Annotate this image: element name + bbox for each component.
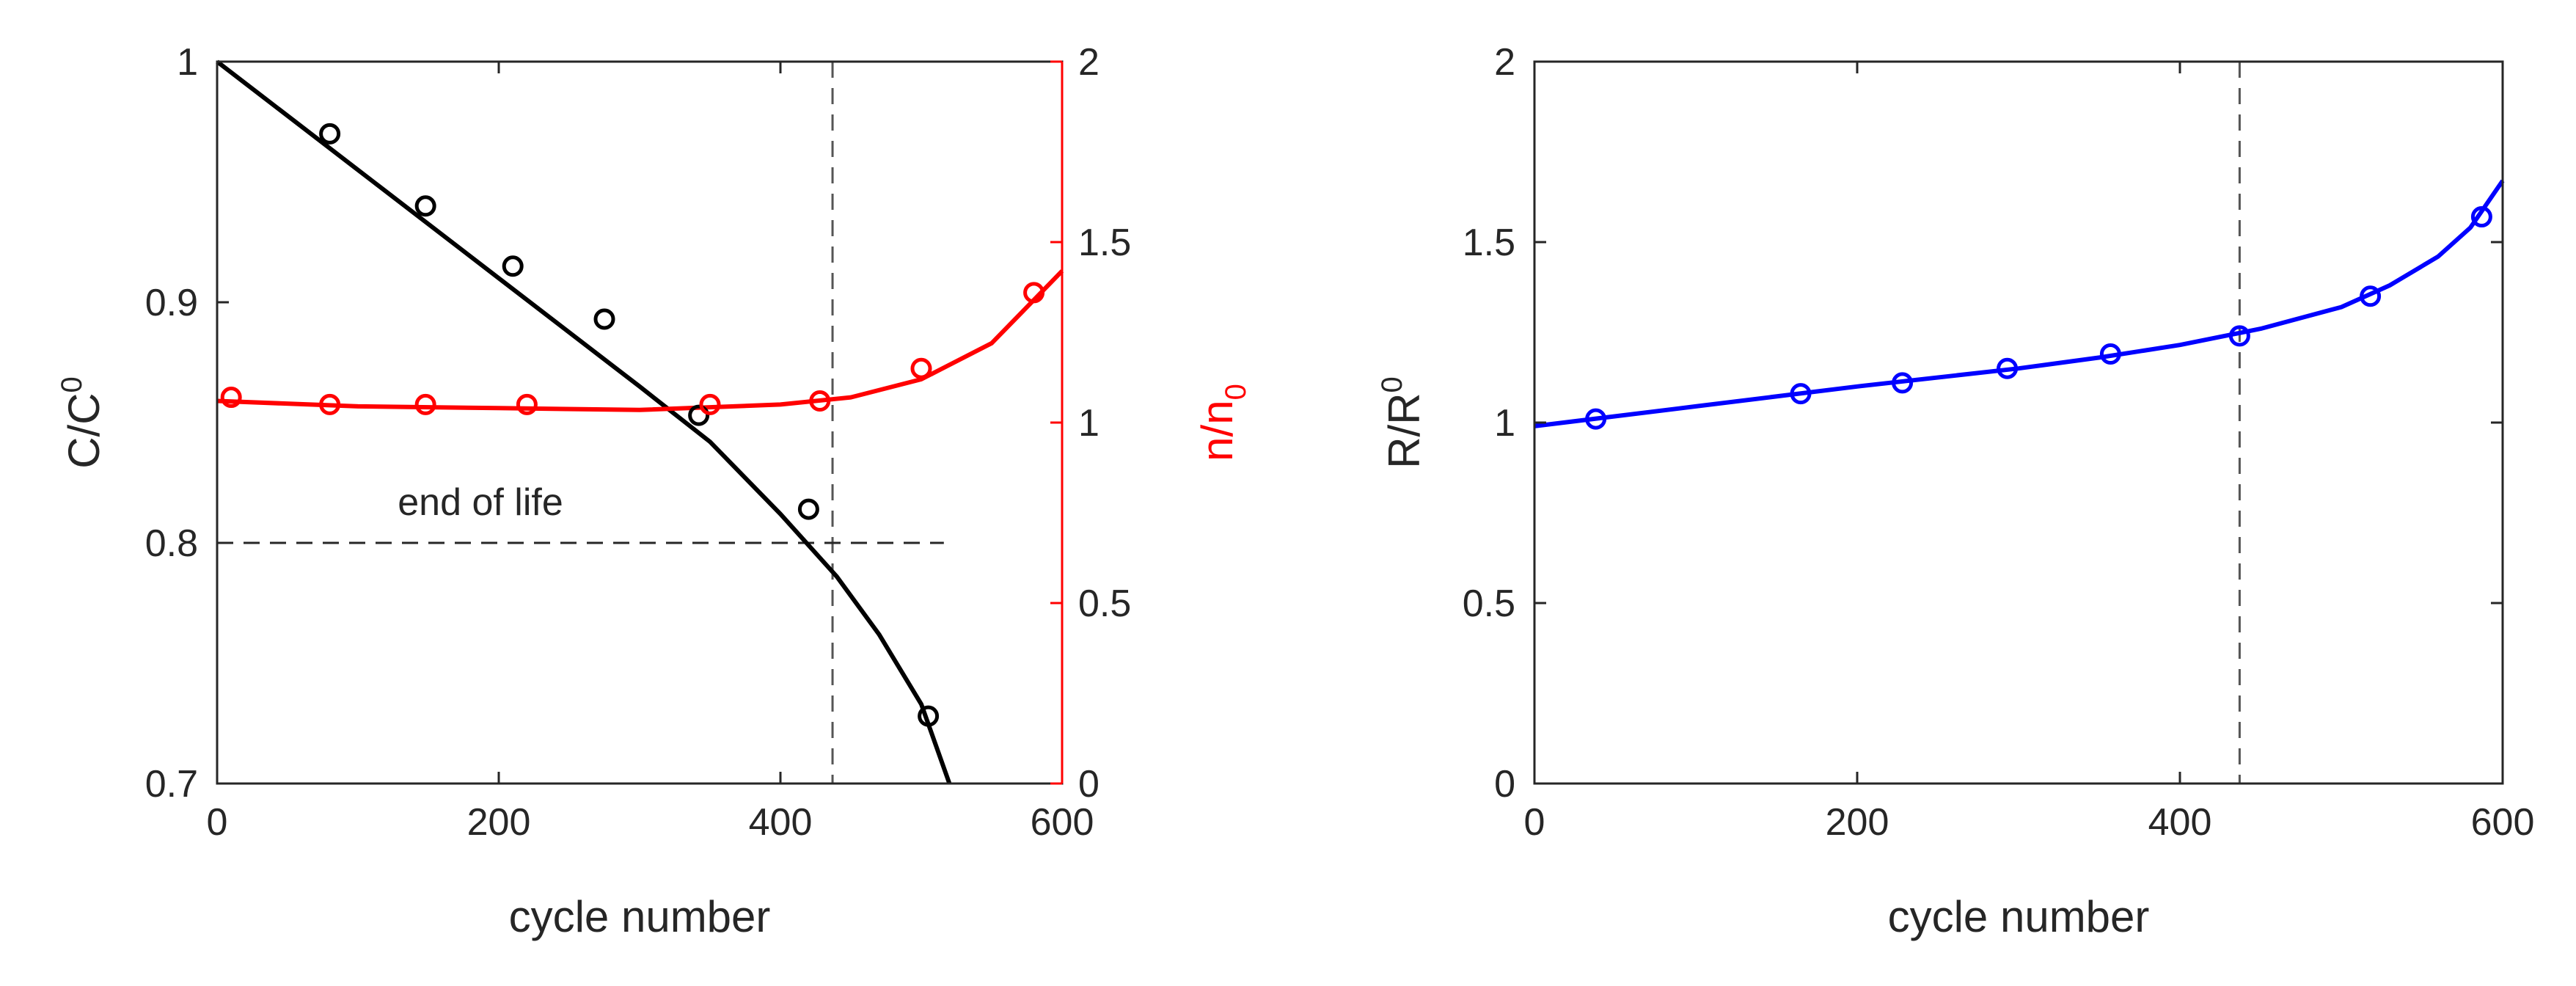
left-y2-tick-label: 0 — [1078, 763, 1099, 806]
left-axes-frame — [216, 60, 1064, 785]
left-data-point — [918, 705, 940, 727]
left-data-point — [910, 357, 932, 379]
right-x-tick-label: 400 — [2148, 801, 2212, 844]
left-y-tick-label: 0.7 — [145, 763, 198, 806]
left-y2-tick-label: 1.5 — [1078, 222, 1131, 264]
right-data-point — [1892, 372, 1914, 394]
right-x-tick-label: 200 — [1826, 801, 1889, 844]
right-y-tick-label: 2 — [1494, 41, 1515, 84]
left-x-tick-label: 600 — [1031, 801, 1094, 844]
left-data-point — [502, 255, 524, 277]
left-y2-tick-label: 2 — [1078, 41, 1099, 84]
right-x-axis-label: cycle number — [1888, 892, 2150, 941]
right-data-point — [1790, 383, 1812, 405]
right-data-point — [2099, 343, 2121, 365]
right-axes-frame — [1533, 60, 2504, 785]
right-y-tick-label: 1.5 — [1463, 222, 1515, 264]
right-y-tick-label: 1 — [1494, 402, 1515, 445]
right-data-point — [1997, 357, 2019, 379]
left-y2-tick-label: 1 — [1078, 402, 1099, 445]
right-y-axis-label: R/R0 — [1376, 376, 1429, 469]
left-y-tick-label: 0.8 — [145, 522, 198, 565]
left-y2-axis-label: n/n0 — [1193, 384, 1252, 461]
left-y2-axis-label-sub: 0 — [1220, 384, 1252, 400]
left-fit-line-1 — [216, 269, 1064, 412]
right-data-point — [2360, 285, 2382, 307]
right-y-tick-label: 0 — [1494, 763, 1515, 806]
right-y-tick-label: 0.5 — [1463, 583, 1515, 625]
right-y-axis-label-sup: 0 — [1376, 376, 1408, 392]
left-data-point — [319, 393, 341, 415]
left-data-point — [809, 390, 831, 412]
right-ticks: 0 200 400 600 0 0.5 1 1.5 2 — [1463, 41, 2535, 844]
right-data-point — [2228, 325, 2250, 347]
left-fit-line-0 — [216, 59, 952, 785]
left-y2-axis-label-base: n/n — [1193, 400, 1242, 461]
left-x-tick-label: 200 — [467, 801, 531, 844]
left-panel: 0 200 400 600 0.7 0.8 0.9 1 0 0.5 1 1.5 2 end of lif… — [56, 41, 1252, 941]
right-data-point — [2470, 206, 2492, 228]
right-x-tick-label: 600 — [2471, 801, 2535, 844]
right-data-point — [1585, 408, 1607, 430]
left-ticks: 0 200 400 600 0.7 0.8 0.9 1 0 0.5 1 1.5 2 — [145, 41, 1132, 844]
left-y-axis-label-base: C/C — [59, 392, 109, 468]
left-data-point — [220, 387, 242, 409]
left-x-tick-label: 400 — [749, 801, 813, 844]
left-data-point — [414, 195, 436, 217]
left-y-tick-label: 1 — [177, 41, 198, 84]
left-data-point — [593, 308, 615, 330]
left-y-tick-label: 0.9 — [145, 282, 198, 324]
left-y2-tick-label: 0.5 — [1078, 583, 1131, 625]
left-x-tick-label: 0 — [207, 801, 228, 844]
right-plot-markers — [1585, 206, 2492, 430]
left-plot-markers — [220, 123, 1045, 727]
left-data-point — [414, 393, 436, 415]
left-plot-lines — [216, 59, 1064, 785]
left-data-point — [516, 393, 538, 415]
right-plot-lines — [1534, 62, 2505, 784]
right-y-axis-label-base: R/R — [1380, 392, 1429, 468]
left-data-point — [699, 393, 721, 415]
right-x-tick-label: 0 — [1524, 801, 1545, 844]
left-x-axis-label: cycle number — [509, 892, 771, 941]
left-data-point — [797, 498, 819, 520]
left-y-axis-label: C/C0 — [56, 376, 109, 469]
right-fit-line-0 — [1534, 179, 2505, 428]
end-of-life-label: end of life — [398, 481, 563, 524]
left-data-point — [1023, 282, 1045, 304]
left-data-point — [319, 123, 341, 145]
left-y-axis-label-sup: 0 — [56, 376, 88, 392]
left-data-point — [688, 404, 710, 426]
